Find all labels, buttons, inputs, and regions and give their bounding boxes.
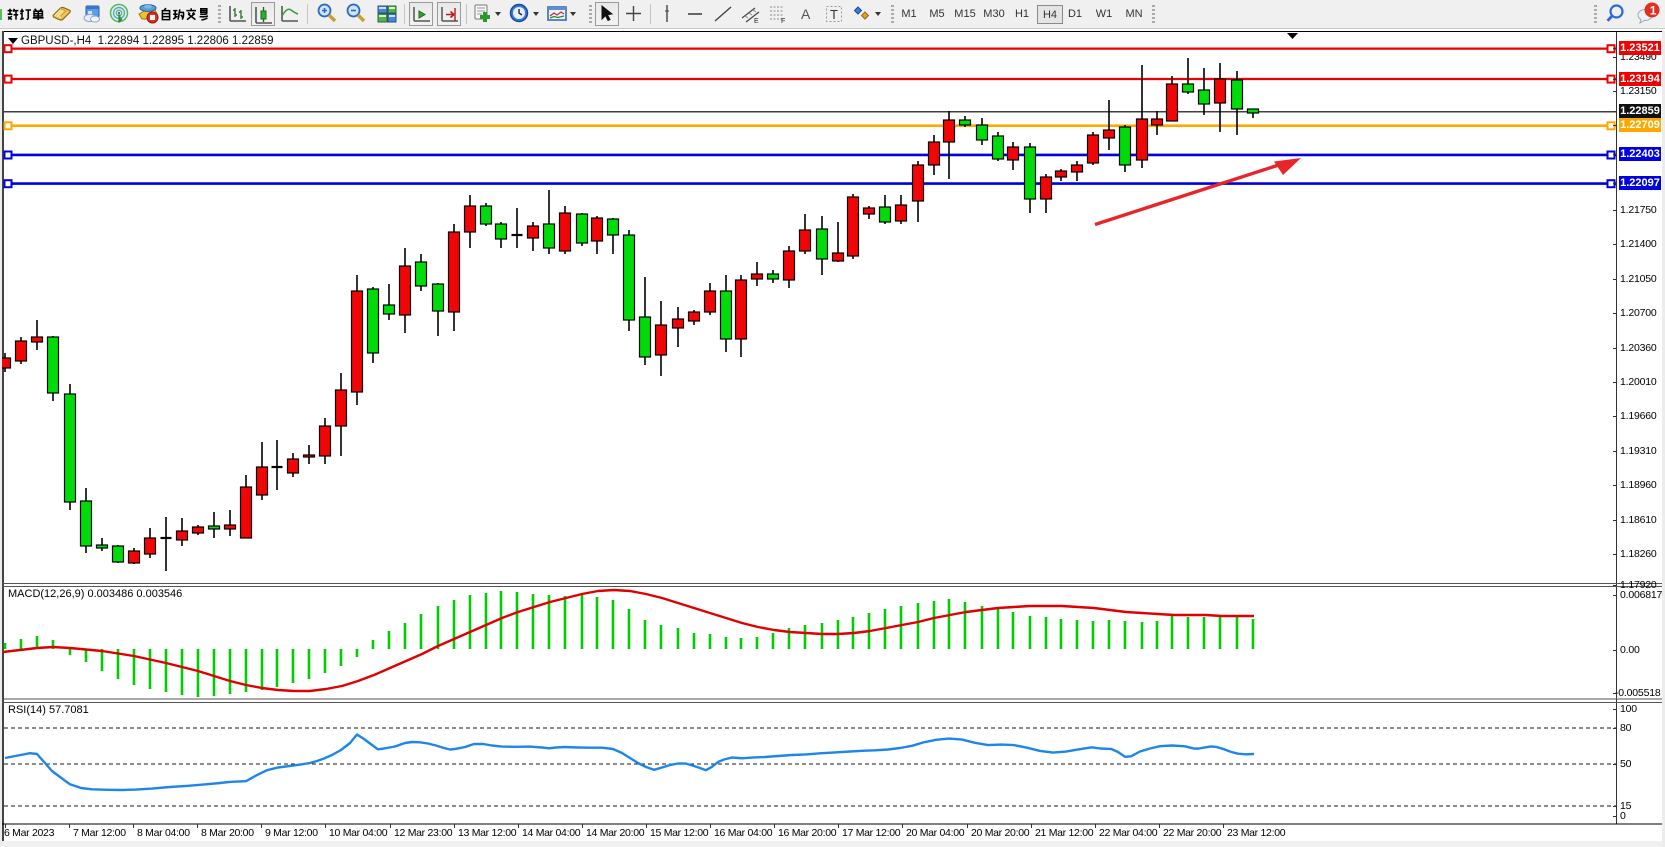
svg-text:T: T [830,7,838,22]
svg-text:A: A [801,6,811,22]
svg-text:F: F [781,18,785,25]
svg-text:E: E [754,18,759,25]
svg-text:1: 1 [1650,4,1657,18]
